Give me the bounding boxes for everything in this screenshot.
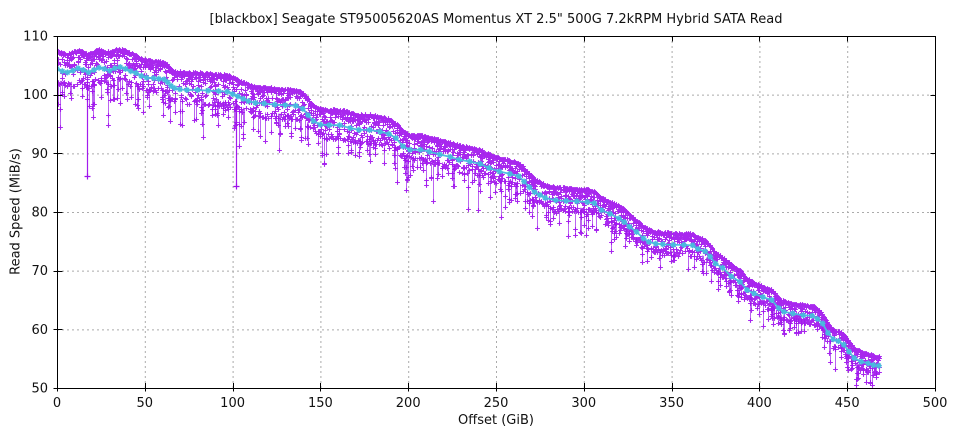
- x-tick-label: 200: [396, 396, 421, 411]
- x-tick-label: 400: [747, 396, 772, 411]
- x-tick-label: 300: [571, 396, 596, 411]
- sample-points: [57, 47, 882, 388]
- gridlines: [57, 36, 935, 388]
- y-tick-label: 110: [23, 30, 48, 45]
- average-markers: [57, 64, 882, 369]
- x-tick-label: 150: [308, 396, 333, 411]
- x-tick-label: 450: [835, 396, 860, 411]
- x-axis-label: Offset (GiB): [458, 413, 534, 428]
- x-tick-label: 50: [137, 396, 154, 411]
- x-tick-label: 100: [220, 396, 245, 411]
- outlier-spike-markers: [84, 173, 240, 190]
- chart-title: [blackbox] Seagate ST95005620AS Momentus…: [209, 12, 783, 27]
- y-tick-label: 90: [31, 147, 48, 162]
- outlier-spike-lines: [86, 81, 238, 186]
- y-tick-label: 50: [31, 382, 48, 397]
- axis-ticks: [53, 36, 936, 392]
- x-tick-label: 0: [53, 396, 61, 411]
- x-tick-label: 500: [923, 396, 948, 411]
- y-tick-label: 70: [31, 264, 48, 279]
- y-tick-label: 80: [31, 206, 48, 221]
- sample-tail-lines: [58, 77, 877, 385]
- y-tick-label: 60: [31, 323, 48, 338]
- x-tick-label: 250: [484, 396, 509, 411]
- x-tick-label: 350: [659, 396, 684, 411]
- y-tick-label: 100: [23, 88, 48, 103]
